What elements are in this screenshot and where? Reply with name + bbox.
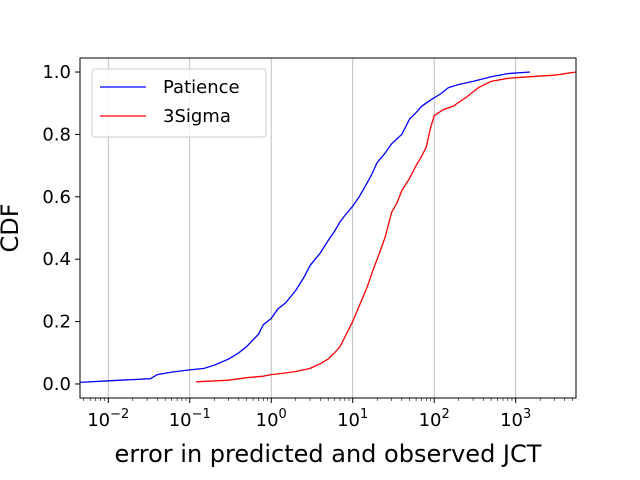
y-tick-label: 0.8 <box>42 124 71 145</box>
legend-label-patience: Patience <box>163 77 240 98</box>
x-axis-label: error in predicted and observed JCT <box>115 440 542 468</box>
y-axis-label: CDF <box>0 203 24 252</box>
x-tick-exponent: −1 <box>192 407 211 422</box>
x-tick-label: 102 <box>419 407 450 431</box>
legend-label-3sigma: 3Sigma <box>163 106 231 127</box>
x-tick-label: 10−2 <box>87 407 129 431</box>
series-line-3sigma <box>196 71 577 383</box>
y-tick-label: 0.0 <box>42 374 71 395</box>
x-tick-exponent: 0 <box>279 407 287 422</box>
y-tick-label: 0.4 <box>42 249 71 270</box>
x-tick-exponent: 2 <box>442 407 450 422</box>
y-tick-label: 0.6 <box>42 187 71 208</box>
x-tick-base: 10 <box>419 410 442 431</box>
x-tick-base: 10 <box>169 410 192 431</box>
x-tick-exponent: 1 <box>360 407 368 422</box>
x-tick-label: 103 <box>500 407 531 431</box>
x-tick-base: 10 <box>87 410 110 431</box>
x-axis-ticks: 10−2 10−1 100 101 102 103 <box>83 398 573 431</box>
y-tick-label: 1.0 <box>42 62 71 83</box>
plot-series <box>79 71 577 384</box>
series-line-patience <box>79 71 531 384</box>
x-tick-label: 101 <box>337 407 368 431</box>
x-tick-base: 10 <box>256 410 279 431</box>
y-tick-label: 0.2 <box>42 312 71 333</box>
legend: Patience 3Sigma <box>91 68 267 138</box>
y-axis-ticks: 0.0 0.2 0.4 0.6 0.8 1.0 <box>42 62 80 395</box>
x-tick-label: 10−1 <box>169 407 211 431</box>
x-tick-exponent: 3 <box>523 407 531 422</box>
legend-box <box>91 68 267 138</box>
x-tick-label: 100 <box>256 407 287 431</box>
x-tick-base: 10 <box>500 410 523 431</box>
x-tick-exponent: −2 <box>110 407 129 422</box>
x-tick-base: 10 <box>337 410 360 431</box>
